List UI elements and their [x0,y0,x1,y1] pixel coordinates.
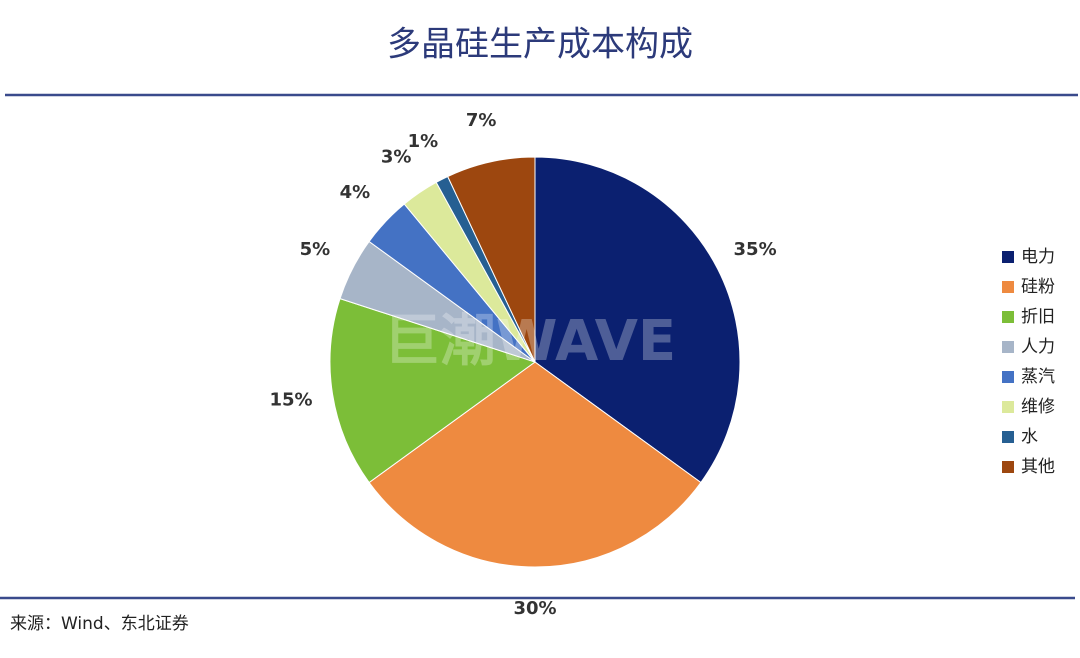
data-label: 30% [513,598,556,619]
legend-label: 硅粉 [1021,277,1055,297]
pie-slice [329,298,537,484]
pie-slice [368,361,702,568]
legend-label: 维修 [1021,397,1055,417]
legend-label: 水 [1021,427,1038,447]
legend-swatch [1002,251,1014,263]
legend-label: 人力 [1021,337,1055,357]
pie-slice [447,156,536,363]
pie-slice [534,156,741,484]
legend-swatch [1002,341,1014,353]
data-label: 15% [269,390,312,411]
data-label: 7% [466,110,497,131]
watermark: 巨潮WAVE [384,309,676,374]
data-label: 5% [300,239,331,260]
source: 来源：Wind、东北证券 [10,614,189,634]
legend-label: 电力 [1021,247,1055,267]
pie [329,156,741,568]
data-label: 3% [381,147,412,168]
legend-label: 折旧 [1021,307,1055,327]
data-label: 35% [734,239,777,260]
legend-swatch [1002,401,1014,413]
legend-swatch [1002,311,1014,323]
legend-swatch [1002,431,1014,443]
chart-title: 多晶硅生产成本构成 [387,25,693,65]
data-label: 4% [340,182,371,203]
legend-swatch [1002,461,1014,473]
legend-swatch [1002,281,1014,293]
legend-label: 蒸汽 [1021,367,1055,387]
legend-label: 其他 [1021,457,1055,477]
data-label: 1% [408,131,439,152]
legend-swatch [1002,371,1014,383]
